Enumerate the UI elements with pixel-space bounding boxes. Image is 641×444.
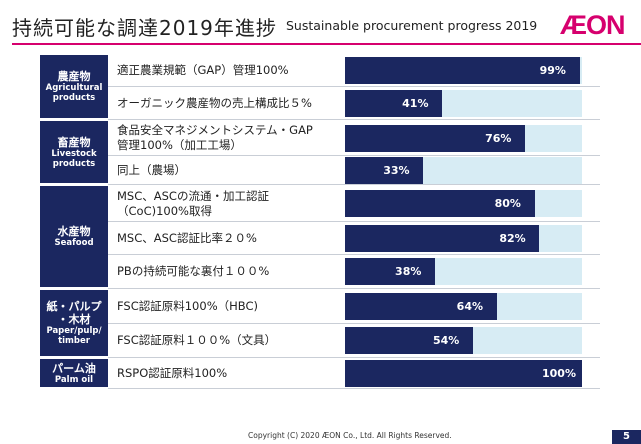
target-label: オーガニック農産物の売上構成比５% bbox=[117, 95, 312, 110]
progress-value: 54% bbox=[432, 334, 460, 347]
progress-value: 76% bbox=[485, 131, 512, 145]
category-name-en: Livestock products bbox=[51, 148, 97, 169]
page-number: 5 bbox=[612, 430, 641, 444]
progress-bar-fill bbox=[345, 360, 582, 387]
progress-value: 100% bbox=[542, 367, 576, 380]
progress-row: RSPO認証原料100% 100% bbox=[108, 359, 600, 389]
logo-text: ÆON bbox=[560, 10, 625, 40]
progress-value: 82% bbox=[499, 231, 526, 245]
progress-bar-fill bbox=[345, 327, 473, 354]
progress-row: 食品安全マネジメントシステム・GAP 管理100%（加工工場） 76% bbox=[108, 121, 600, 156]
progress-bar-track: 64% bbox=[345, 293, 582, 320]
progress-bar-track: 76% bbox=[345, 124, 582, 152]
target-label: 食品安全マネジメントシステム・GAP 管理100%（加工工場） bbox=[117, 123, 313, 152]
progress-row: PBの持続可能な裏付１００% 38% bbox=[108, 255, 600, 289]
category-cell: パーム油 Palm oil bbox=[40, 359, 108, 389]
category-cell: 紙・パルプ ・木材 Paper/pulp/ timber bbox=[40, 290, 108, 358]
progress-bar-fill bbox=[345, 57, 580, 84]
progress-row: 同上（農場） 33% bbox=[108, 156, 600, 185]
progress-bar-track: 33% bbox=[345, 156, 582, 184]
category-cell: 水産物 Seafood bbox=[40, 186, 108, 289]
progress-row: MSC、ASC認証比率２０% 82% bbox=[108, 222, 600, 255]
category-name-jp: 畜産物 bbox=[57, 135, 91, 149]
progress-bar-track: 100% bbox=[345, 360, 582, 387]
category-name-jp: 水産物 bbox=[57, 225, 91, 238]
slide-footer: Copyright (C) 2020 ÆON Co., Ltd. All Rig… bbox=[0, 430, 641, 444]
progress-bar-fill bbox=[345, 224, 540, 252]
target-label: MSC、ASCの流通・加工認証 （CoC)100%取得 bbox=[117, 188, 269, 218]
slide-header: 持続可能な調達2019年進捗 Sustainable procurement p… bbox=[0, 0, 641, 46]
target-label: MSC、ASC認証比率２０% bbox=[117, 230, 257, 245]
progress-bar-track: 41% bbox=[345, 89, 582, 117]
target-label: RSPO認証原料100% bbox=[117, 366, 228, 380]
category-name-jp: 農産物 bbox=[57, 70, 91, 83]
progress-bar-fill bbox=[345, 124, 526, 152]
category-group: 畜産物 Livestock products 食品安全マネジメントシステム・GAP … bbox=[40, 121, 600, 186]
category-name-en: Seafood bbox=[54, 238, 94, 248]
category-group: 水産物 Seafood MSC、ASCの流通・加工認証 （CoC)100%取得 80%… bbox=[40, 186, 600, 290]
progress-row: MSC、ASCの流通・加工認証 （CoC)100%取得 80% bbox=[108, 186, 600, 222]
header-divider bbox=[12, 43, 641, 45]
page-title: 持続可能な調達2019年進捗 bbox=[12, 16, 277, 40]
progress-row: FSC認証原料100%（HBC) 64% bbox=[108, 290, 600, 324]
progress-bar-track: 54% bbox=[345, 327, 582, 354]
progress-row: FSC認証原料１００%（文具） 54% bbox=[108, 324, 600, 358]
page-subtitle: Sustainable procurement progress 2019 bbox=[286, 18, 538, 33]
category-name-en: Agricultural products bbox=[45, 83, 103, 103]
progress-bar-track: 82% bbox=[345, 224, 582, 252]
progress-table: 農産物 Agricultural products 適正農業規範（GAP）管理100… bbox=[40, 55, 600, 390]
progress-value: 80% bbox=[494, 197, 521, 210]
progress-value: 99% bbox=[539, 64, 566, 77]
progress-bar-fill bbox=[345, 190, 535, 217]
progress-bar-fill bbox=[345, 293, 497, 320]
progress-bar-fill bbox=[345, 156, 424, 184]
category-name-jp: パーム油 bbox=[52, 361, 96, 375]
progress-bar-track: 38% bbox=[345, 258, 582, 285]
progress-bar-track: 80% bbox=[345, 190, 582, 217]
category-name-en: Paper/pulp/ timber bbox=[46, 326, 102, 346]
category-group: 農産物 Agricultural products 適正農業規範（GAP）管理100… bbox=[40, 55, 600, 121]
progress-value: 33% bbox=[383, 163, 410, 177]
target-label: 適正農業規範（GAP）管理100% bbox=[117, 63, 289, 77]
category-group: 紙・パルプ ・木材 Paper/pulp/ timber FSC認証原料100%（H… bbox=[40, 290, 600, 359]
target-label: PBの持続可能な裏付１００% bbox=[117, 264, 270, 278]
progress-row: 適正農業規範（GAP）管理100% 99% bbox=[108, 55, 600, 87]
progress-bar-fill bbox=[345, 89, 443, 117]
target-label: FSC認証原料１００%（文具） bbox=[117, 333, 277, 347]
progress-bar-track: 99% bbox=[345, 57, 582, 84]
category-cell: 農産物 Agricultural products bbox=[40, 55, 108, 120]
target-label: FSC認証原料100%（HBC) bbox=[117, 299, 258, 313]
target-label: 同上（農場） bbox=[117, 162, 186, 177]
progress-value: 64% bbox=[456, 300, 484, 313]
category-cell: 畜産物 Livestock products bbox=[40, 121, 108, 185]
progress-value: 41% bbox=[402, 96, 429, 110]
category-group: パーム油 Palm oil RSPO認証原料100% 100% bbox=[40, 359, 600, 390]
progress-row: オーガニック農産物の売上構成比５% 41% bbox=[108, 87, 600, 120]
category-name-en: Palm oil bbox=[54, 374, 94, 385]
progress-value: 38% bbox=[395, 265, 422, 278]
copyright: Copyright (C) 2020 ÆON Co., Ltd. All Rig… bbox=[248, 431, 452, 440]
category-name-jp: 紙・パルプ ・木材 bbox=[46, 300, 102, 326]
progress-bar-fill bbox=[345, 258, 436, 285]
aeon-logo: ÆON bbox=[560, 11, 632, 39]
